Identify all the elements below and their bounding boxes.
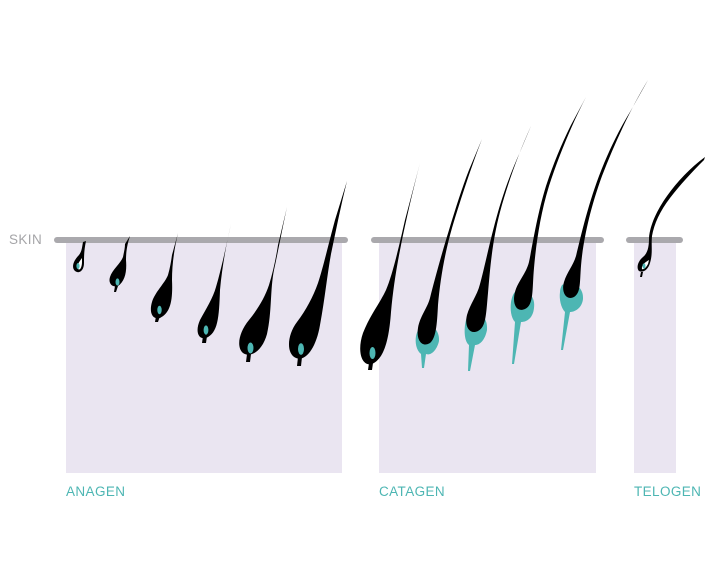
catagen-follicle-3 bbox=[464, 126, 531, 371]
phase-label-anagen: ANAGEN bbox=[66, 484, 125, 499]
catagen-follicle-2 bbox=[415, 139, 482, 368]
catagen-follicle-4 bbox=[510, 97, 586, 364]
anagen-follicle-5 bbox=[239, 207, 287, 362]
anagen-follicle-2 bbox=[109, 236, 130, 292]
anagen-follicle-3 bbox=[150, 233, 178, 322]
anagen-follicle-6 bbox=[288, 181, 347, 366]
skin-label: SKIN bbox=[9, 232, 42, 247]
catagen-follicle-1 bbox=[360, 163, 420, 370]
anagen-follicle-1 bbox=[73, 241, 86, 273]
telogen-follicle bbox=[637, 157, 705, 277]
phase-label-catagen: CATAGEN bbox=[379, 484, 445, 499]
catagen-follicle-5 bbox=[559, 80, 648, 350]
anagen-follicle-4 bbox=[197, 224, 231, 343]
telogen-panel bbox=[634, 240, 676, 473]
phase-label-telogen: TELOGEN bbox=[634, 484, 701, 499]
